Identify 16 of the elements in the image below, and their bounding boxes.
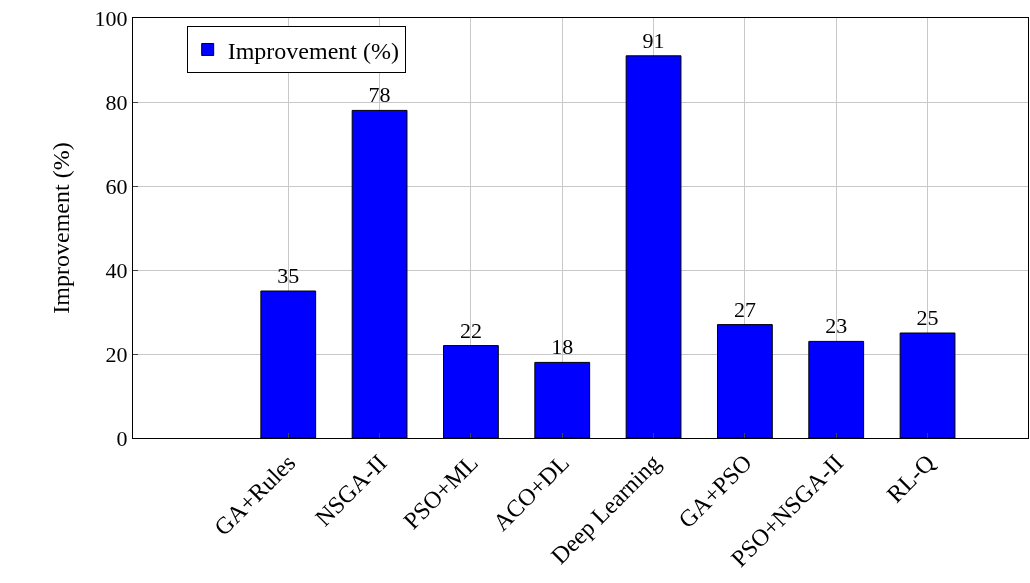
data-label: 91: [642, 27, 665, 53]
data-label: 27: [733, 296, 756, 322]
y-tick-label: 40: [105, 257, 128, 283]
y-tick-label: 100: [94, 5, 128, 31]
data-label: 35: [277, 263, 300, 288]
y-tick-label: 20: [105, 341, 128, 367]
data-label: 78: [368, 82, 391, 108]
data-label: 25: [916, 305, 939, 330]
y-tick-label: 0: [116, 425, 128, 451]
y-tick-label: 60: [105, 173, 128, 199]
data-label: 22: [459, 317, 482, 343]
data-label: 18: [551, 334, 574, 360]
data-label: 23: [825, 313, 848, 339]
y-tick-label: 80: [105, 89, 128, 115]
y-axis-title: Improvement (%): [47, 142, 74, 314]
legend-label: Improvement (%): [227, 37, 399, 64]
